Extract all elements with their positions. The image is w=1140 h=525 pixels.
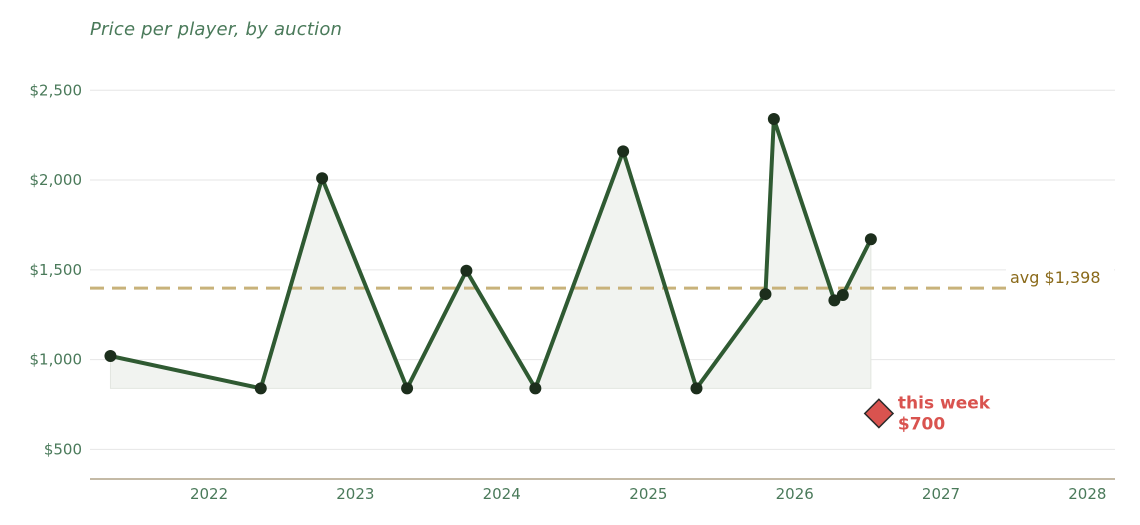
chart-title: Price per player, by auction: [90, 19, 343, 40]
y-axis-ticks: $500 $1,000 $1,500 $2,000 $2,500: [30, 81, 83, 458]
y-tick-label: $500: [44, 440, 82, 458]
x-tick-label: 2027: [922, 485, 960, 503]
data-point: [104, 350, 117, 363]
data-point: [767, 113, 780, 126]
average-label-background: [1006, 266, 1114, 291]
data-point: [316, 172, 329, 185]
data-point: [254, 382, 267, 395]
data-point: [759, 288, 772, 301]
data-point: [460, 264, 473, 277]
highlight-label: this week: [898, 393, 991, 413]
x-axis-ticks: 2022 2023 2024 2025 2026 2027 2028: [190, 485, 1106, 503]
x-tick-label: 2022: [190, 485, 228, 503]
y-tick-label: $1,000: [30, 351, 83, 369]
area-fill: [109, 118, 872, 390]
highlight-value: $700: [898, 414, 945, 434]
data-point: [690, 382, 703, 395]
x-tick-label: 2026: [776, 485, 814, 503]
data-point: [617, 145, 630, 158]
data-point: [864, 233, 877, 246]
y-tick-label: $2,500: [30, 81, 83, 99]
highlight-marker: [863, 398, 895, 429]
data-points: [104, 113, 877, 395]
data-point: [529, 382, 542, 395]
x-tick-label: 2023: [336, 485, 374, 503]
average-label: avg $1,398: [1010, 268, 1101, 287]
x-tick-label: 2028: [1068, 485, 1106, 503]
y-tick-label: $2,000: [30, 171, 83, 189]
x-tick-label: 2025: [629, 485, 667, 503]
data-point: [836, 288, 849, 301]
y-tick-label: $1,500: [30, 261, 83, 279]
data-point: [401, 382, 414, 395]
x-tick-label: 2024: [483, 485, 521, 503]
